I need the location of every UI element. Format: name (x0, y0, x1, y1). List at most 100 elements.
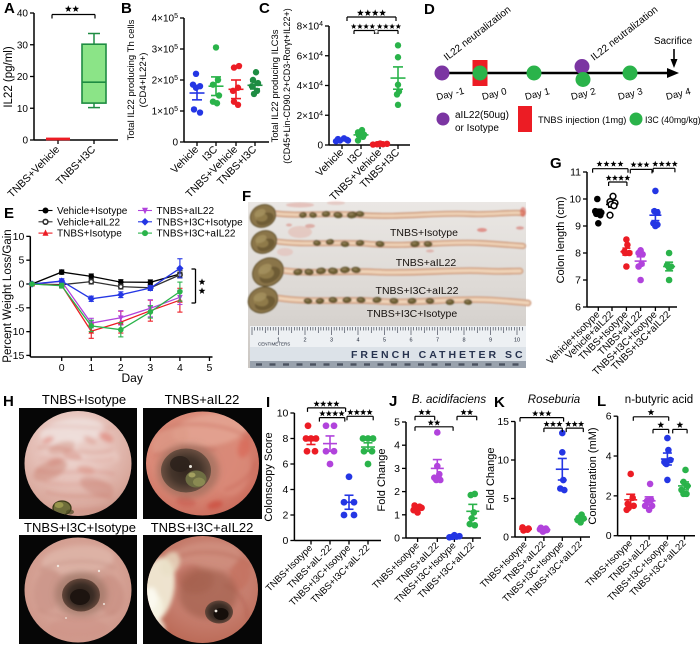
svg-text:5: 5 (503, 493, 509, 505)
svg-text:9: 9 (575, 221, 581, 233)
svg-text:F: F (242, 188, 251, 205)
svg-text:2: 2 (394, 486, 400, 498)
svg-text:0: 0 (22, 136, 28, 147)
svg-text:10: 10 (17, 104, 29, 115)
svg-text:Concentration (mM): Concentration (mM) (587, 427, 599, 524)
svg-text:0: 0 (172, 138, 178, 149)
svg-text:Roseburia: Roseburia (528, 394, 580, 406)
svg-text:Colon length (cm): Colon length (cm) (555, 197, 567, 284)
svg-text:TNBS+I3C+Isotype: TNBS+I3C+Isotype (157, 217, 244, 228)
svg-text:4: 4 (283, 484, 289, 496)
svg-text:5: 5 (383, 338, 386, 344)
svg-text:H: H (3, 393, 14, 410)
svg-text:TNBS injection (1mg): TNBS injection (1mg) (538, 115, 626, 125)
svg-text:6: 6 (409, 338, 412, 344)
svg-text:L: L (597, 393, 606, 410)
svg-text:2: 2 (118, 362, 124, 374)
svg-text:E: E (4, 205, 14, 222)
svg-text:2×104: 2×104 (297, 110, 324, 122)
svg-text:Day: Day (122, 371, 143, 385)
svg-text:9: 9 (489, 338, 492, 344)
svg-text:5: 5 (207, 362, 213, 374)
svg-text:TNBS+I3C+Isotype: TNBS+I3C+Isotype (24, 520, 136, 535)
svg-text:B. acidifaciens: B. acidifaciens (412, 394, 486, 406)
svg-text:Colonscopy Score: Colonscopy Score (263, 432, 275, 521)
svg-text:0: 0 (59, 362, 65, 374)
svg-text:TNBS+aIL22: TNBS+aIL22 (396, 257, 457, 269)
svg-text:TNBS+I3C+aIL22: TNBS+I3C+aIL22 (151, 520, 254, 535)
svg-text:8: 8 (283, 433, 289, 445)
svg-text:G: G (550, 155, 562, 172)
svg-text:-5: -5 (15, 302, 24, 314)
svg-text:6×104: 6×104 (297, 51, 324, 63)
svg-text:10: 10 (569, 194, 581, 206)
svg-text:4×105: 4×105 (152, 13, 179, 25)
svg-text:1: 1 (394, 509, 400, 521)
svg-text:3: 3 (330, 338, 333, 344)
svg-text:40: 40 (17, 9, 29, 20)
svg-text:Total IL22 producing Th cells: Total IL22 producing Th cells (126, 19, 137, 140)
svg-text:2: 2 (303, 338, 306, 344)
svg-text:2: 2 (606, 490, 612, 502)
svg-text:10: 10 (277, 408, 289, 420)
svg-text:C: C (259, 0, 270, 17)
svg-text:Fold Change: Fold Change (376, 449, 388, 512)
svg-text:4: 4 (356, 338, 359, 344)
svg-text:6: 6 (283, 459, 289, 471)
svg-text:1: 1 (88, 362, 94, 374)
svg-text:0: 0 (503, 532, 509, 544)
svg-text:6: 6 (575, 302, 581, 314)
svg-text:2×105: 2×105 (152, 75, 179, 87)
svg-text:FRENCH CATHETER SC: FRENCH CATHETER SC (351, 349, 526, 361)
svg-text:1×105: 1×105 (152, 106, 179, 118)
svg-text:Percent Weight Loss/Gain: Percent Weight Loss/Gain (2, 229, 14, 362)
svg-text:7: 7 (436, 338, 439, 344)
svg-text:CENTIMETERS: CENTIMETERS (258, 342, 290, 347)
svg-text:TNBS+Isotype: TNBS+Isotype (57, 229, 122, 240)
svg-text:8: 8 (575, 248, 581, 260)
svg-text:0: 0 (317, 141, 323, 152)
svg-text:TNBS+aIL22: TNBS+aIL22 (165, 392, 240, 407)
svg-text:-10: -10 (9, 326, 24, 338)
svg-text:1: 1 (277, 338, 280, 344)
svg-text:I3C (40mg/kg): I3C (40mg/kg) (645, 115, 700, 125)
svg-text:20: 20 (17, 72, 29, 83)
svg-text:7: 7 (575, 275, 581, 287)
svg-text:10: 10 (497, 455, 509, 467)
svg-text:I: I (266, 394, 270, 411)
svg-text:D: D (424, 1, 435, 18)
svg-text:11: 11 (570, 167, 581, 179)
svg-text:8: 8 (462, 338, 465, 344)
svg-text:TNBS+I3C+Isotype: TNBS+I3C+Isotype (367, 308, 458, 320)
svg-text:TNBS+I3C+aIL22: TNBS+I3C+aIL22 (376, 285, 459, 297)
svg-text:n-butyric acid: n-butyric acid (625, 394, 693, 406)
svg-text:5: 5 (18, 255, 24, 267)
svg-text:4: 4 (177, 362, 183, 374)
svg-text:0: 0 (283, 535, 289, 547)
svg-text:A: A (4, 0, 15, 17)
svg-text:TNBS+Isotype: TNBS+Isotype (390, 227, 458, 239)
svg-text:30: 30 (17, 40, 29, 51)
svg-text:3: 3 (147, 362, 153, 374)
svg-text:10: 10 (13, 231, 25, 243)
svg-text:5: 5 (394, 417, 400, 429)
svg-text:Vehicle+aIL22: Vehicle+aIL22 (57, 217, 121, 228)
svg-text:TNBS+I3C+aIL22: TNBS+I3C+aIL22 (157, 229, 236, 240)
svg-text:6: 6 (606, 411, 612, 423)
svg-text:15: 15 (497, 416, 509, 428)
svg-text:aIL22(50ug): aIL22(50ug) (455, 110, 509, 121)
svg-text:4: 4 (606, 451, 612, 463)
svg-text:J: J (389, 393, 397, 410)
svg-text:K: K (494, 394, 505, 411)
svg-text:TNBS+Isotype: TNBS+Isotype (42, 392, 126, 407)
svg-text:Vehicle+Isotype: Vehicle+Isotype (57, 206, 128, 217)
svg-text:4×104: 4×104 (297, 81, 324, 93)
svg-text:B: B (121, 0, 132, 17)
svg-text:-15: -15 (9, 350, 24, 362)
svg-text:or Isotype: or Isotype (455, 123, 499, 134)
svg-text:Fold Change: Fold Change (485, 448, 497, 511)
svg-text:4: 4 (394, 440, 400, 452)
svg-text:0: 0 (606, 530, 612, 542)
svg-text:3×105: 3×105 (152, 44, 179, 56)
svg-text:0: 0 (18, 279, 24, 291)
